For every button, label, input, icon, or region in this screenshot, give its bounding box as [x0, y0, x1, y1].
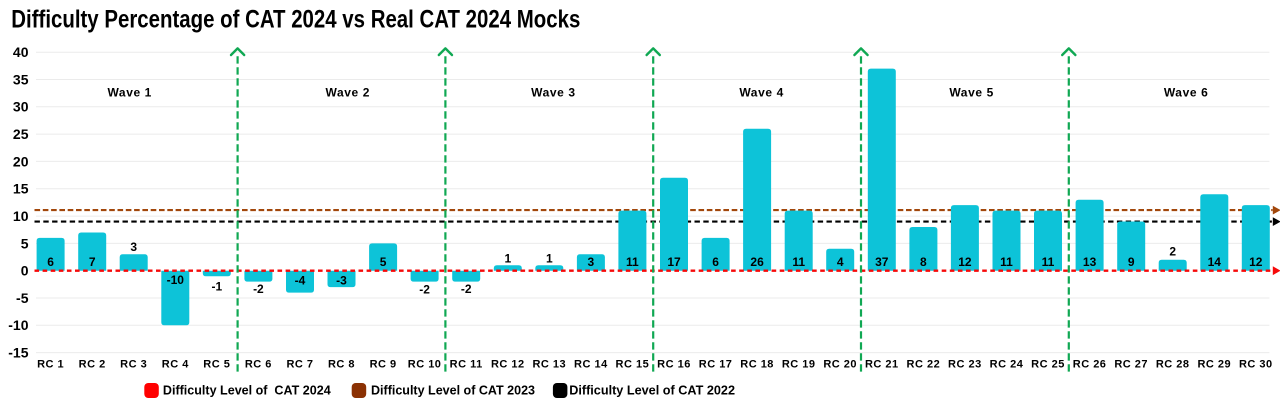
svg-text:7: 7: [89, 255, 96, 269]
svg-text:35: 35: [13, 71, 29, 87]
svg-text:RC 25: RC 25: [1031, 359, 1065, 371]
svg-text:11: 11: [1000, 255, 1013, 269]
svg-text:Difficulty Level of CAT 2023: Difficulty Level of CAT 2023: [371, 382, 535, 397]
svg-text:RC 9: RC 9: [370, 359, 397, 371]
svg-text:Wave 5: Wave 5: [949, 85, 994, 99]
svg-text:14: 14: [1208, 255, 1222, 269]
svg-text:RC 12: RC 12: [491, 359, 525, 371]
svg-text:-2: -2: [253, 282, 264, 296]
svg-text:Difficulty Level of CAT 2022: Difficulty Level of CAT 2022: [569, 382, 735, 397]
svg-text:-10: -10: [8, 317, 28, 333]
svg-text:RC 17: RC 17: [699, 359, 733, 371]
svg-text:8: 8: [920, 255, 927, 269]
svg-text:30: 30: [13, 99, 29, 115]
svg-text:RC 13: RC 13: [532, 359, 566, 371]
svg-text:1: 1: [504, 252, 511, 266]
svg-text:RC 24: RC 24: [990, 359, 1024, 371]
svg-text:6: 6: [47, 255, 54, 269]
svg-text:-5: -5: [16, 290, 29, 306]
svg-text:2: 2: [1169, 245, 1176, 259]
svg-text:-10: -10: [167, 273, 185, 287]
svg-text:RC 21: RC 21: [865, 359, 899, 371]
svg-text:3: 3: [130, 240, 137, 254]
svg-text:9: 9: [1128, 255, 1135, 269]
svg-text:RC 15: RC 15: [616, 359, 650, 371]
svg-text:5: 5: [380, 255, 387, 269]
svg-text:6: 6: [712, 255, 719, 269]
svg-text:Wave 6: Wave 6: [1164, 85, 1209, 99]
svg-text:RC 2: RC 2: [79, 359, 106, 371]
svg-text:11: 11: [626, 255, 639, 269]
svg-text:5: 5: [21, 235, 29, 251]
svg-text:RC 16: RC 16: [657, 359, 691, 371]
svg-text:1: 1: [546, 252, 553, 266]
svg-text:11: 11: [792, 255, 805, 269]
svg-text:15: 15: [13, 181, 29, 197]
svg-text:RC 1: RC 1: [37, 359, 64, 371]
svg-text:17: 17: [667, 255, 681, 269]
svg-text:Wave 4: Wave 4: [739, 85, 784, 99]
svg-text:RC 4: RC 4: [162, 359, 189, 371]
svg-text:Difficulty Percentage of CAT 2: Difficulty Percentage of CAT 2024 vs Rea…: [11, 6, 580, 34]
svg-text:RC 26: RC 26: [1073, 359, 1107, 371]
svg-text:RC 23: RC 23: [948, 359, 982, 371]
svg-text:Wave 1: Wave 1: [107, 85, 152, 99]
svg-text:RC 27: RC 27: [1114, 359, 1148, 371]
svg-text:3: 3: [588, 255, 595, 269]
svg-text:RC 30: RC 30: [1239, 359, 1273, 371]
svg-text:0: 0: [21, 263, 29, 279]
svg-text:-3: -3: [336, 273, 347, 287]
svg-text:13: 13: [1083, 255, 1097, 269]
svg-text:10: 10: [13, 208, 29, 224]
svg-text:RC 3: RC 3: [120, 359, 147, 371]
svg-text:RC 22: RC 22: [907, 359, 941, 371]
svg-text:RC 7: RC 7: [286, 359, 313, 371]
svg-text:RC 29: RC 29: [1197, 359, 1231, 371]
svg-text:Wave 2: Wave 2: [326, 85, 371, 99]
svg-text:RC 10: RC 10: [408, 359, 442, 371]
svg-text:11: 11: [1042, 255, 1055, 269]
svg-text:12: 12: [958, 255, 972, 269]
svg-text:-4: -4: [295, 273, 306, 287]
svg-text:-15: -15: [8, 345, 28, 361]
svg-text:Wave 3: Wave 3: [531, 85, 576, 99]
svg-text:RC 18: RC 18: [740, 359, 774, 371]
svg-text:RC 28: RC 28: [1156, 359, 1190, 371]
svg-text:RC 8: RC 8: [328, 359, 355, 371]
svg-text:-1: -1: [211, 280, 222, 294]
svg-text:12: 12: [1249, 255, 1263, 269]
svg-text:RC 19: RC 19: [782, 359, 816, 371]
svg-text:4: 4: [837, 255, 844, 269]
svg-text:-2: -2: [419, 282, 430, 296]
svg-text:RC 14: RC 14: [574, 359, 608, 371]
svg-text:20: 20: [13, 153, 29, 169]
svg-text:26: 26: [750, 255, 764, 269]
svg-text:RC 6: RC 6: [245, 359, 272, 371]
svg-text:RC 5: RC 5: [203, 359, 230, 371]
svg-text:Difficulty Level of CAT 2024: Difficulty Level of CAT 2024: [163, 382, 332, 397]
svg-text:RC 20: RC 20: [823, 359, 857, 371]
svg-text:37: 37: [875, 255, 889, 269]
svg-text:40: 40: [13, 44, 29, 60]
svg-text:25: 25: [13, 126, 29, 142]
svg-text:RC 11: RC 11: [450, 359, 483, 371]
svg-text:-2: -2: [461, 282, 472, 296]
